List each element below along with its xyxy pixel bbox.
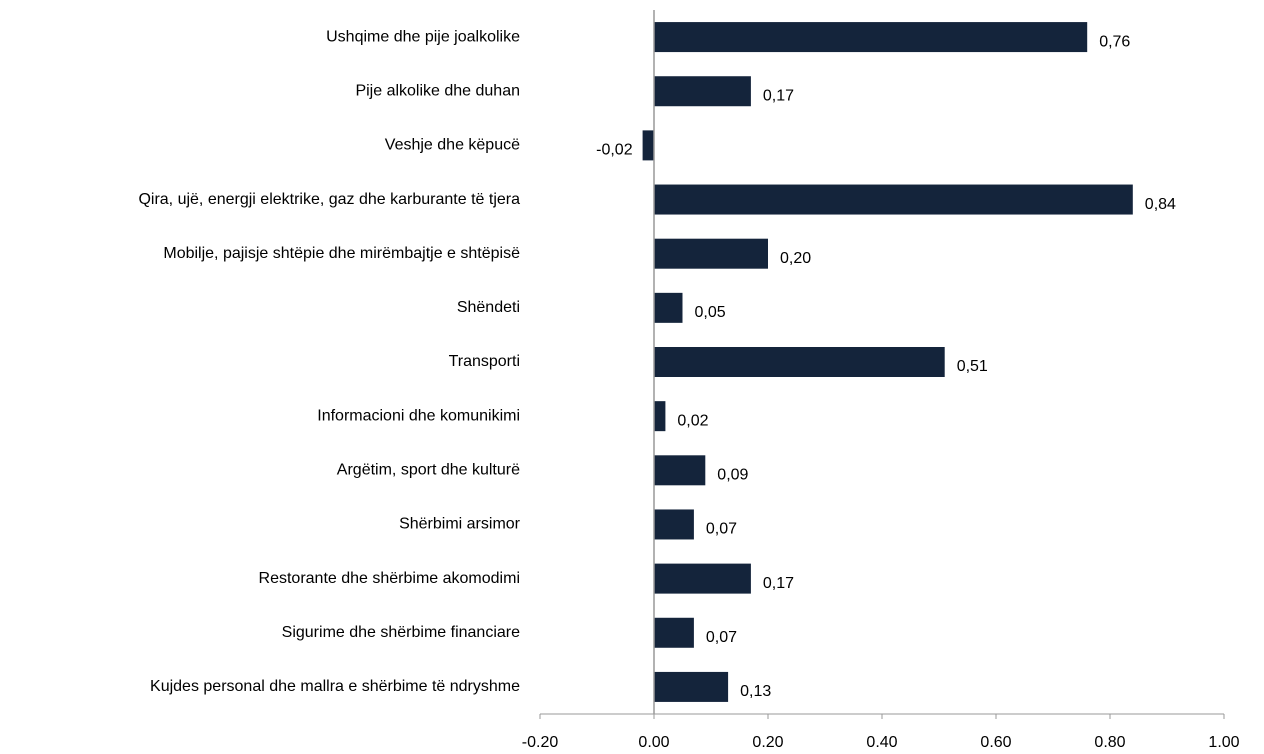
bar: [654, 455, 706, 486]
bar: [654, 292, 683, 323]
y-tick-label: Kujdes personal dhe mallra e shërbime të…: [150, 678, 520, 695]
bar: [642, 130, 654, 161]
x-tick-label: 0.00: [638, 734, 669, 751]
value-label: 0,20: [780, 250, 811, 267]
value-label: 0,17: [763, 575, 794, 592]
bar: [654, 347, 945, 377]
y-tick-label: Ushqime dhe pije joalkolike: [326, 28, 520, 45]
y-tick-label: Informacioni dhe komunikimi: [317, 407, 520, 424]
value-label: 0,07: [706, 629, 737, 646]
x-tick-label: 1.00: [1208, 734, 1239, 751]
value-label: 0,02: [677, 412, 708, 429]
value-label: 0,51: [957, 358, 988, 375]
y-tick-label: Argëtim, sport dhe kulturë: [337, 462, 520, 479]
y-tick-label: Shërbimi arsimor: [399, 516, 521, 533]
bar: [654, 617, 694, 648]
value-label: 0,07: [706, 521, 737, 538]
x-tick-label: -0.20: [522, 734, 559, 751]
y-tick-label: Mobilje, pajisje shtëpie dhe mirëmbajtje…: [163, 245, 520, 262]
y-tick-label: Veshje dhe këpucë: [385, 137, 520, 154]
bar: [654, 184, 1133, 215]
value-label: 0,09: [717, 467, 748, 484]
x-tick-label: 0.20: [752, 734, 783, 751]
value-label: 0,17: [763, 87, 794, 104]
y-tick-label: Restorante dhe shërbime akomodimi: [259, 570, 520, 587]
value-label: -0,02: [596, 142, 633, 159]
x-tick-label: 0.40: [866, 734, 897, 751]
bar: [654, 671, 729, 702]
x-tick-label: 0.80: [1094, 734, 1125, 751]
value-label: 0,84: [1145, 196, 1176, 213]
y-tick-label: Sigurime dhe shërbime financiare: [282, 624, 520, 641]
y-tick-label: Transporti: [449, 353, 520, 370]
bar: [654, 76, 751, 107]
y-tick-label: Shëndeti: [457, 299, 520, 316]
value-label: 0,13: [740, 683, 771, 700]
bar: [654, 401, 666, 432]
y-tick-label: Pije alkolike dhe duhan: [355, 82, 520, 99]
x-tick-label: 0.60: [980, 734, 1011, 751]
bar: [654, 563, 751, 594]
bar: [654, 509, 694, 540]
bar: [654, 22, 1088, 53]
value-label: 0,05: [695, 304, 726, 321]
y-tick-label: Qira, ujë, energji elektrike, gaz dhe ka…: [138, 191, 520, 208]
bar: [654, 238, 768, 269]
value-label: 0,76: [1099, 33, 1130, 50]
